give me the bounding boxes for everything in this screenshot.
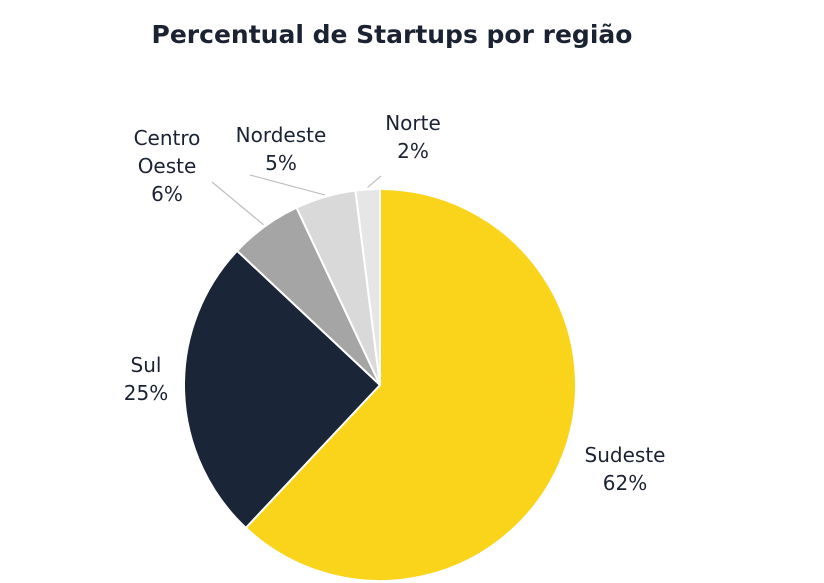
data-label-value-norte: 2% — [397, 139, 429, 163]
data-label-name-centro-oeste: Centro — [134, 126, 201, 150]
leader-line-norte — [367, 175, 382, 188]
chart-title: Percentual de Startups por região — [151, 20, 633, 49]
data-label-value-sudeste: 62% — [603, 471, 647, 495]
data-label-value-nordeste: 5% — [265, 151, 297, 175]
data-label-name-norte: Norte — [385, 111, 441, 135]
data-label-name-nordeste: Nordeste — [236, 123, 327, 147]
leader-line-nordeste — [249, 174, 325, 196]
pie-slice-norte — [354, 187, 381, 386]
pie-slice-sul — [182, 249, 382, 530]
data-label-value-sul: 25% — [124, 381, 168, 405]
data-label-name-sul: Sul — [131, 353, 162, 377]
data-label-value-centro-oeste: 6% — [151, 182, 183, 206]
data-label-name-centro-oeste: Oeste — [138, 154, 197, 178]
leader-line-centro-oeste — [211, 181, 264, 226]
pie-slice-sudeste — [244, 187, 577, 582]
data-label-name-sudeste: Sudeste — [585, 443, 666, 467]
